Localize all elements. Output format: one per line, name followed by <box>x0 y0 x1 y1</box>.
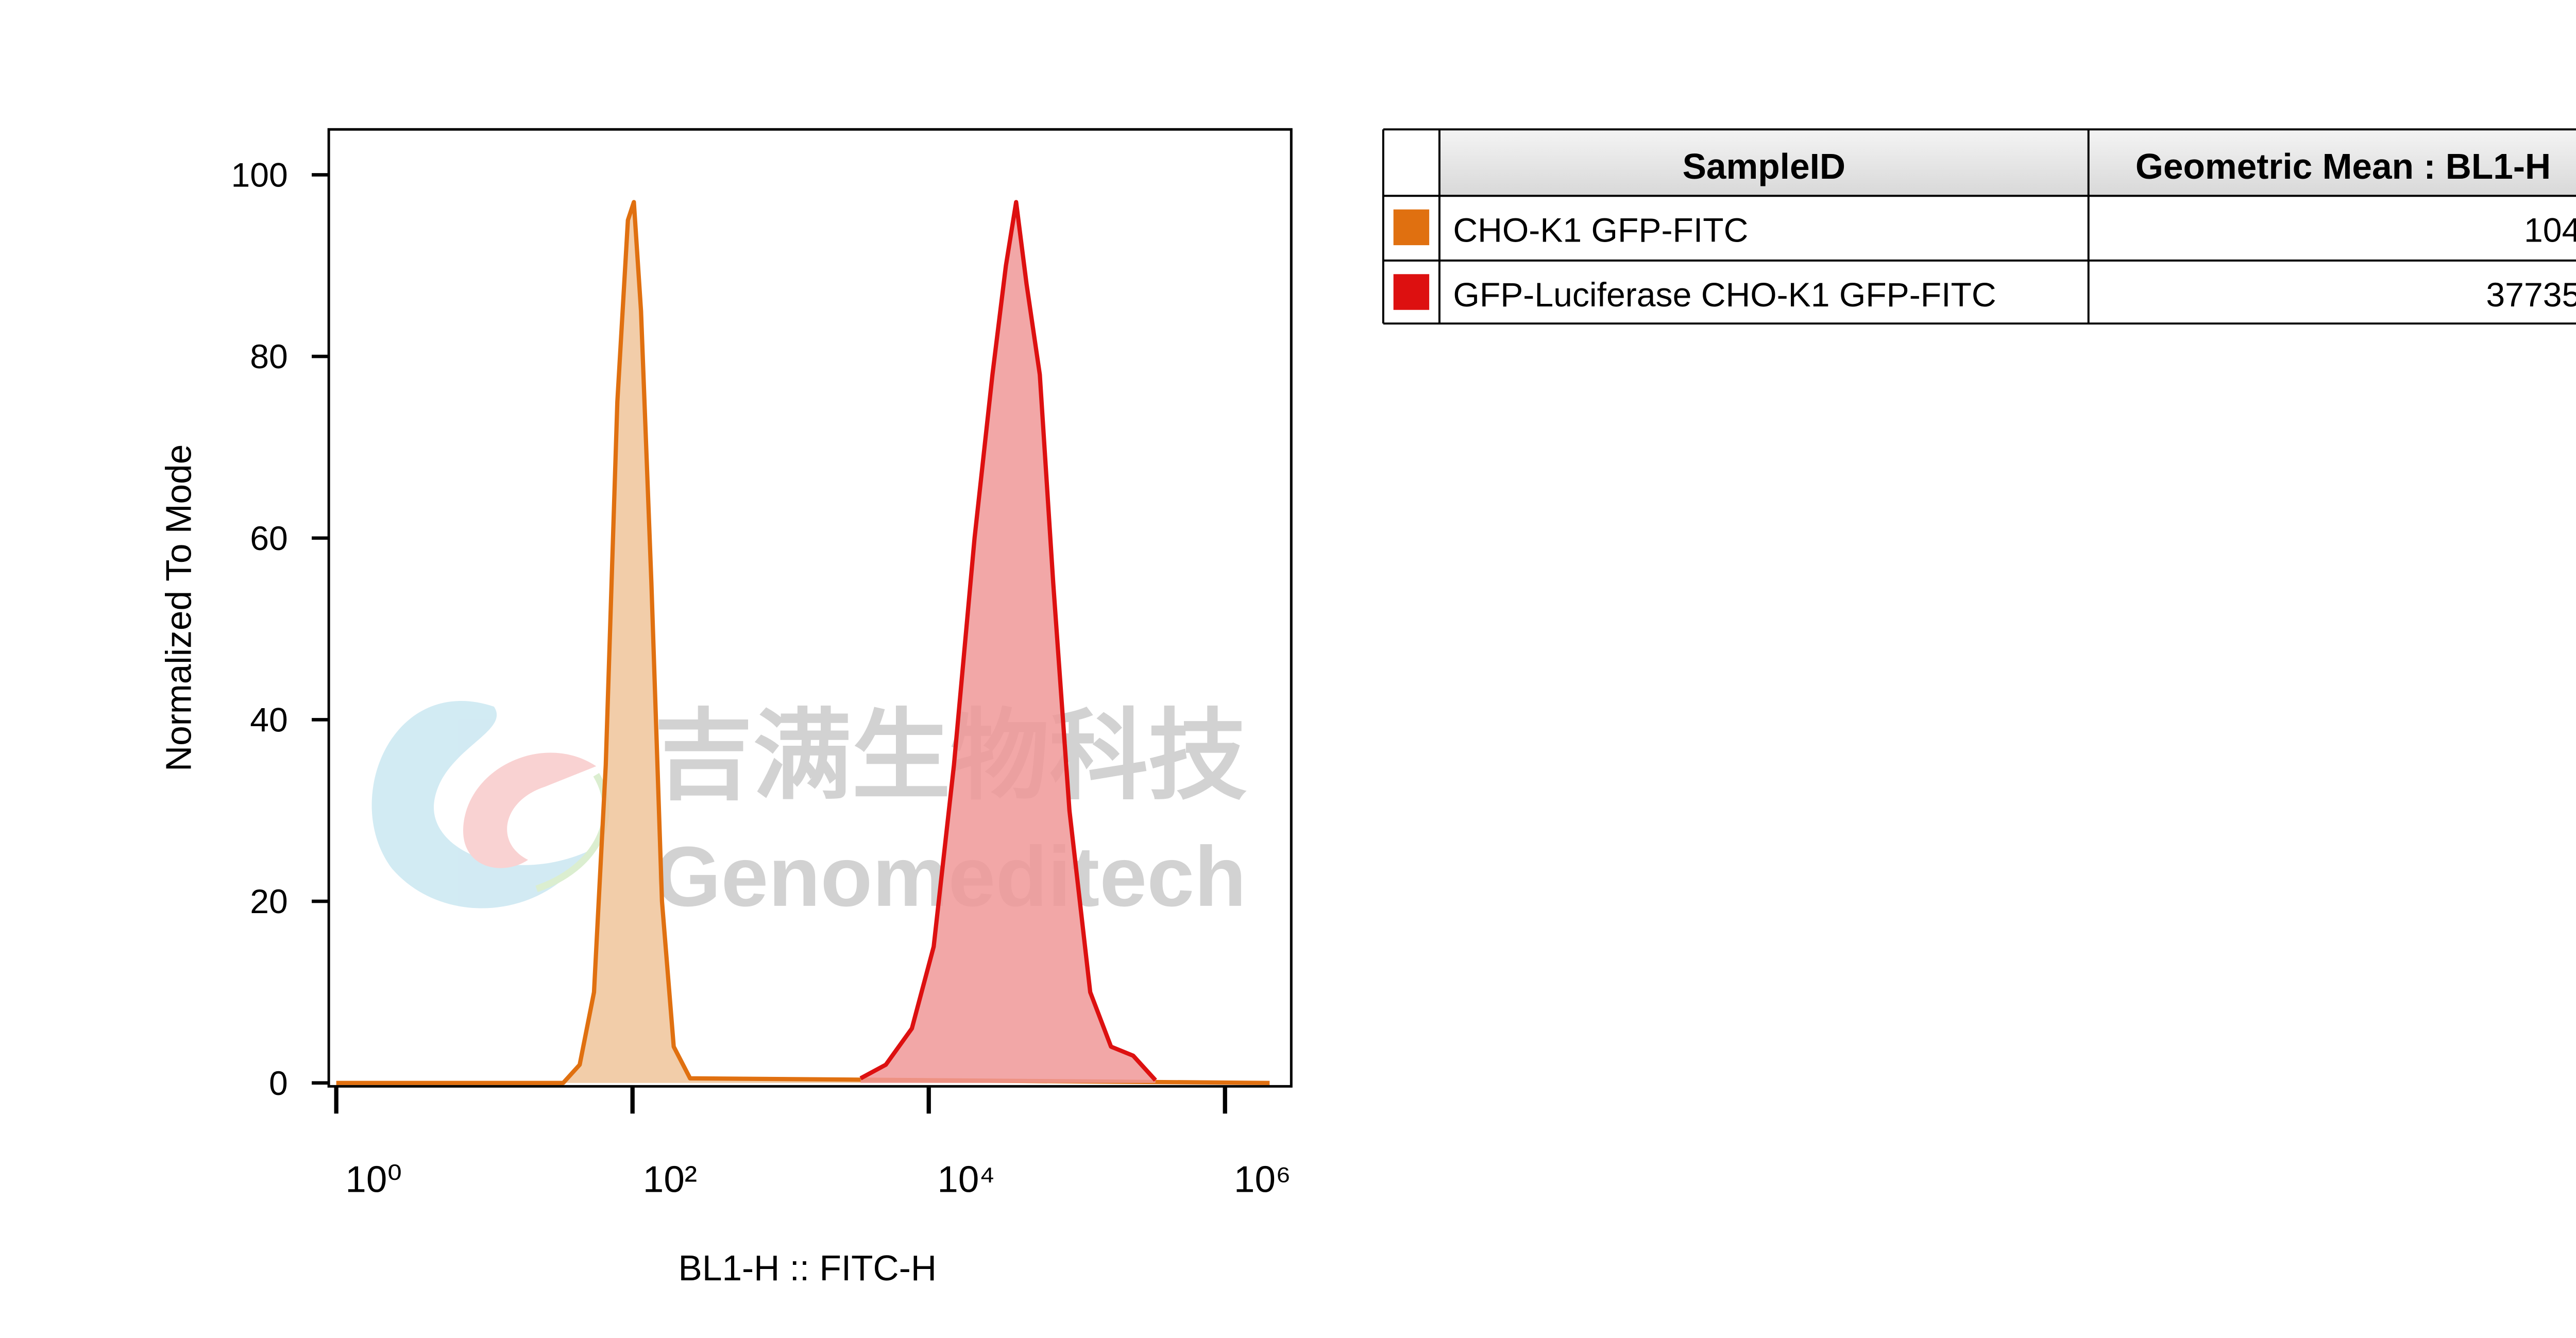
column-header: SampleID <box>1683 146 1845 186</box>
x-tick-label: 10⁴ <box>937 1158 995 1200</box>
table-header-bg <box>1439 129 2576 196</box>
legend-label: GFP-Luciferase CHO-K1 GFP-FITC <box>1453 276 1996 314</box>
plot-frame <box>327 128 1293 1088</box>
legend-swatch <box>1393 274 1430 310</box>
x-tick-label: 10⁰ <box>345 1158 402 1200</box>
histogram-line <box>336 200 1270 1085</box>
y-tick-label: 60 <box>250 520 288 558</box>
stats-table: SampleID Geometric Mean : BL1-H CHO-K1 GFP… <box>1382 128 2576 325</box>
legend-label: CHO-K1 GFP-FITC <box>1453 211 1748 249</box>
watermark <box>371 701 610 908</box>
y-tick-label: 0 <box>269 1065 288 1103</box>
histogram-line <box>859 200 1157 1082</box>
y-axis-label: Normalized To Mode <box>158 444 198 771</box>
x-tick-label: 10⁶ <box>1234 1158 1291 1200</box>
geometric-mean: 104 <box>2524 211 2576 249</box>
histogram-area <box>860 202 1156 1083</box>
legend-swatch <box>1393 209 1430 246</box>
column-header: Geometric Mean : BL1-H <box>2136 146 2551 186</box>
y-tick-label: 40 <box>250 701 288 740</box>
y-tick-label: 20 <box>250 883 288 921</box>
y-tick-label: 80 <box>250 338 288 376</box>
geometric-mean: 37735 <box>2486 276 2576 314</box>
x-tick-label: 10² <box>643 1158 697 1200</box>
x-axis-label: BL1-H :: FITC-H <box>679 1248 937 1288</box>
y-tick-label: 100 <box>231 157 287 195</box>
histogram-area <box>336 202 1270 1083</box>
